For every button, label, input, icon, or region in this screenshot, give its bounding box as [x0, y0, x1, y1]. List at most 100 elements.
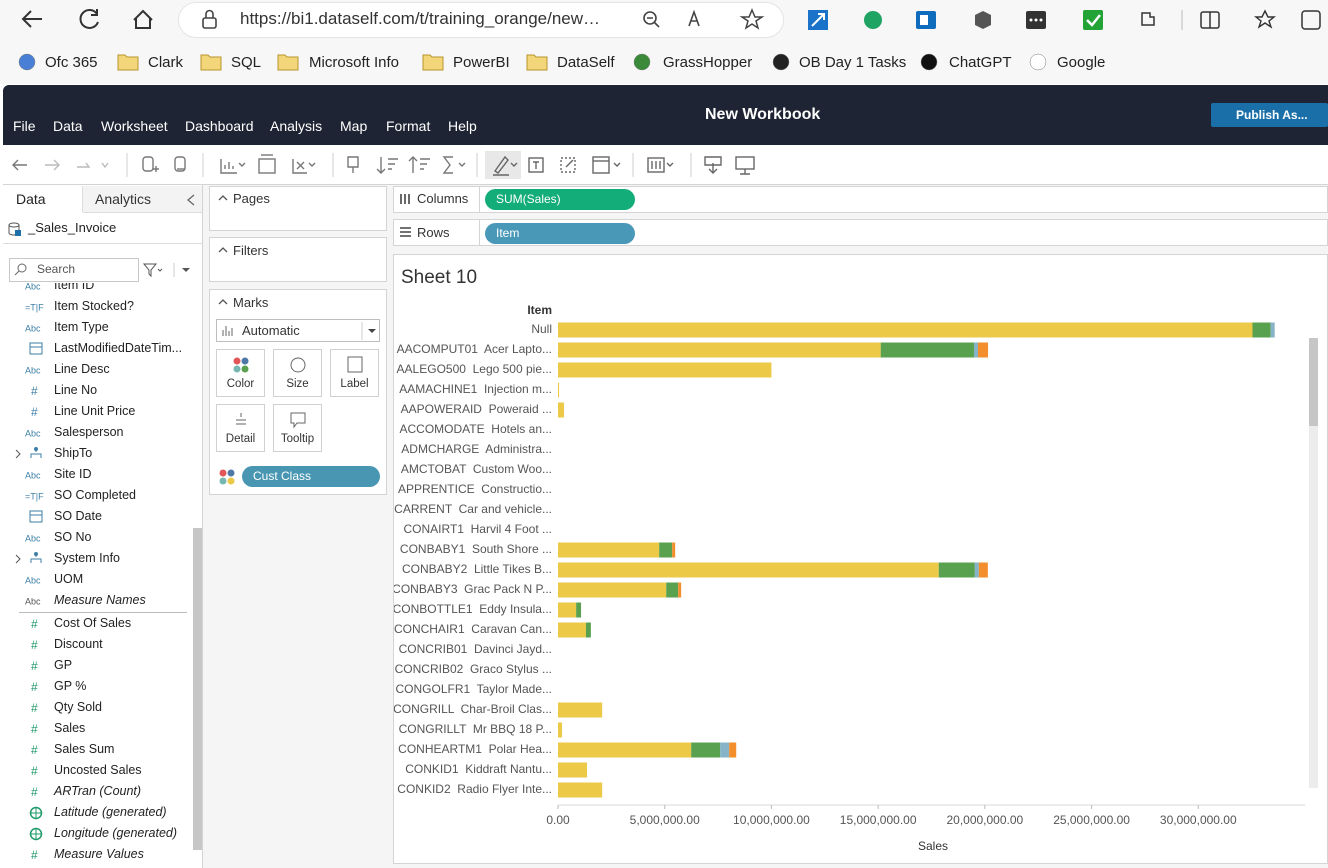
- bookmark[interactable]: Ofc 365: [45, 54, 98, 71]
- bookmark[interactable]: Google: [1057, 54, 1106, 71]
- field-name[interactable]: System Info: [54, 551, 120, 565]
- bookmark[interactable]: DataSelf: [557, 54, 615, 71]
- field-name[interactable]: Line Unit Price: [54, 404, 136, 418]
- workbook-title: New Workbook: [705, 106, 821, 123]
- field-name[interactable]: Latitude (generated): [54, 805, 167, 819]
- mark-button-label[interactable]: Detail: [225, 433, 256, 445]
- field-name[interactable]: Uncosted Sales: [54, 763, 142, 777]
- color-pill[interactable]: [242, 466, 380, 487]
- field-name[interactable]: Item Type: [54, 320, 109, 334]
- mark-button-label[interactable]: Size: [286, 378, 309, 390]
- field-name[interactable]: LastModifiedDateTim...: [54, 341, 183, 355]
- field-name[interactable]: GP: [54, 658, 73, 672]
- field-name[interactable]: SO Date: [54, 509, 102, 523]
- bar-segment: [974, 562, 979, 578]
- menu-item[interactable]: Worksheet: [101, 118, 168, 134]
- mark-button-label[interactable]: Color: [226, 378, 255, 390]
- menu-item[interactable]: Dashboard: [185, 118, 254, 134]
- field-type: #: [31, 722, 38, 736]
- field-icon: #: [31, 848, 38, 862]
- bookmark[interactable]: SQL: [231, 54, 262, 71]
- publish-label[interactable]: Publish As...: [1236, 108, 1308, 122]
- menu-item[interactable]: Data: [53, 118, 83, 134]
- mark-type-dropdown[interactable]: [216, 319, 380, 342]
- nav-buttons[interactable]: [0, 0, 180, 42]
- field-icon: [29, 342, 43, 355]
- mark-button[interactable]: [216, 349, 265, 397]
- expand-arrow[interactable]: [15, 554, 21, 564]
- field-name[interactable]: Discount: [54, 637, 103, 651]
- field-name[interactable]: Measure Values: [54, 847, 144, 861]
- bookmark[interactable]: ChatGPT: [949, 54, 1012, 71]
- app-header: [3, 85, 1328, 145]
- field-name[interactable]: Measure Names: [54, 593, 146, 607]
- search-placeholder[interactable]: Search: [37, 262, 76, 276]
- field-name[interactable]: Sales Sum: [54, 742, 115, 756]
- pill-label[interactable]: SUM(Sales): [496, 192, 561, 206]
- field-name[interactable]: SO Completed: [54, 488, 136, 502]
- bookmark[interactable]: GrassHopper: [663, 54, 753, 71]
- bookmark[interactable]: OB Day 1 Tasks: [799, 54, 907, 71]
- field-icon: [15, 447, 42, 459]
- mark-button-label[interactable]: Tooltip: [280, 433, 315, 445]
- bookmark-icons[interactable]: [0, 42, 1328, 84]
- url[interactable]: https://bi1.dataself.com/t/training_oran…: [240, 9, 601, 28]
- address-bar[interactable]: [178, 2, 784, 38]
- menu-item[interactable]: Help: [448, 118, 477, 134]
- pill-label[interactable]: Cust Class: [253, 469, 312, 483]
- field-name[interactable]: Line Desc: [54, 362, 110, 376]
- field-name[interactable]: Sales: [54, 721, 86, 735]
- toolbar-icons[interactable]: [3, 145, 763, 185]
- field-name[interactable]: ARTran (Count): [54, 784, 142, 798]
- publish-button[interactable]: [1211, 103, 1328, 127]
- collapse-pane[interactable]: [184, 192, 198, 208]
- mark-button-label[interactable]: Label: [340, 378, 369, 390]
- chart-scroll-thumb[interactable]: [1309, 338, 1318, 426]
- expand-arrow[interactable]: [15, 449, 21, 459]
- mark-button[interactable]: [216, 404, 265, 452]
- columns-pill[interactable]: [485, 189, 635, 210]
- address-actions[interactable]: [636, 6, 776, 34]
- pane-scrollbar[interactable]: [193, 528, 202, 850]
- field-name[interactable]: Item ID: [54, 283, 95, 292]
- field-name[interactable]: Item Stocked?: [54, 299, 134, 313]
- field-name[interactable]: Line No: [54, 383, 98, 397]
- menu-item[interactable]: Format: [386, 118, 431, 134]
- bookmark[interactable]: Clark: [148, 54, 184, 71]
- menu-item[interactable]: File: [13, 118, 36, 134]
- field-icon: Abc: [25, 533, 41, 543]
- mark-type[interactable]: Automatic: [242, 323, 300, 338]
- extensions[interactable]: [800, 4, 1328, 36]
- bookmark[interactable]: PowerBI: [453, 54, 510, 71]
- field-name[interactable]: Site ID: [54, 467, 92, 481]
- field-name[interactable]: UOM: [54, 572, 84, 586]
- tab[interactable]: Analytics: [95, 191, 152, 207]
- card-title: Pages: [233, 191, 270, 206]
- bookmark[interactable]: Microsoft Info: [309, 54, 400, 71]
- field-type: #: [31, 384, 38, 398]
- field-name[interactable]: Qty Sold: [54, 700, 102, 714]
- card-chevrons[interactable]: [216, 191, 230, 311]
- datasource-name[interactable]: _Sales_Invoice: [28, 220, 117, 235]
- search-box[interactable]: [9, 258, 139, 282]
- x-tick-label: 15,000,000.00: [840, 813, 917, 827]
- menu-item[interactable]: Analysis: [270, 118, 323, 134]
- row-label: CONGOLFR1 Taylor Made...: [396, 682, 553, 696]
- chart-scrollbar[interactable]: [1309, 338, 1318, 788]
- tab[interactable]: Data: [16, 191, 46, 207]
- filter-controls[interactable]: [142, 260, 198, 280]
- pill-label[interactable]: Item: [496, 226, 520, 240]
- field-name[interactable]: ShipTo: [54, 446, 93, 460]
- field-name[interactable]: SO No: [54, 530, 92, 544]
- field-name[interactable]: Longitude (generated): [54, 826, 178, 840]
- field-name[interactable]: Salesperson: [54, 425, 124, 439]
- field-name[interactable]: GP %: [54, 679, 87, 693]
- field-icon: Abc: [25, 323, 41, 333]
- field-name[interactable]: Cost Of Sales: [54, 616, 132, 630]
- row-label: CONBABY2 Little Tikes B...: [402, 562, 552, 576]
- hier-glyph: [34, 447, 38, 451]
- menu-item[interactable]: Map: [340, 118, 368, 134]
- mark-button[interactable]: [273, 404, 322, 452]
- mark-button[interactable]: [273, 349, 322, 397]
- rows-pill[interactable]: [485, 223, 635, 244]
